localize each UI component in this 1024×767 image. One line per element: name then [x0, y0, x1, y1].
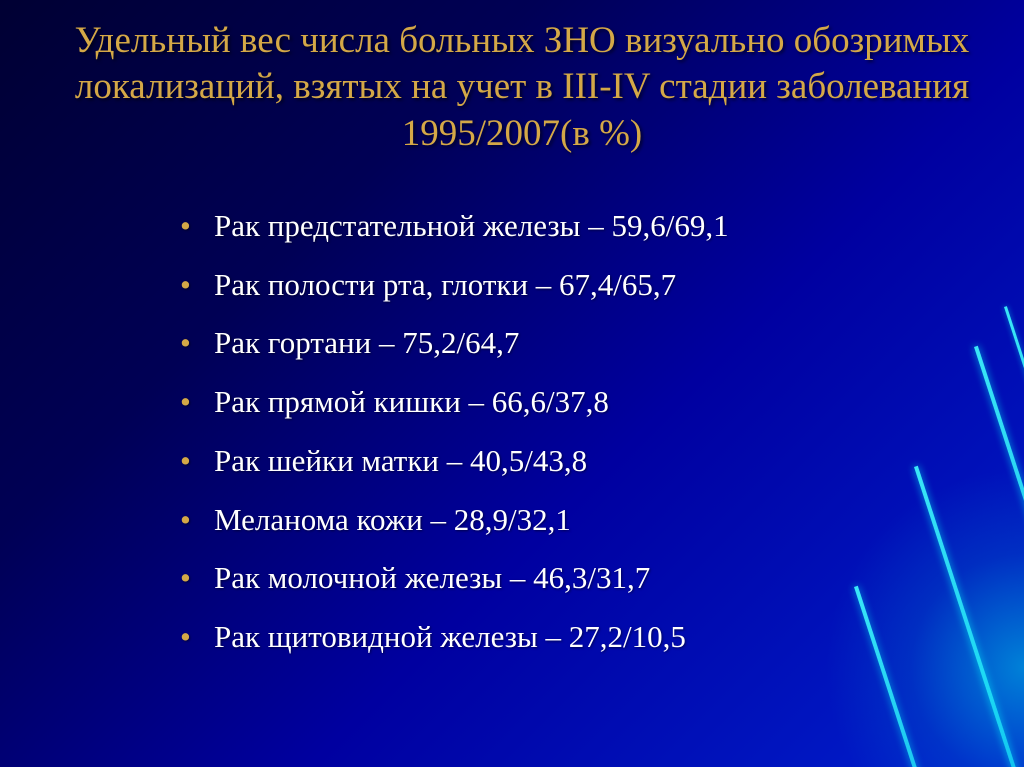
list-item: Рак шейки матки – 40,5/43,8: [180, 442, 984, 481]
list-item: Рак прямой кишки – 66,6/37,8: [180, 383, 984, 422]
list-item: Рак гортани – 75,2/64,7: [180, 324, 984, 363]
list-item: Рак щитовидной железы – 27,2/10,5: [180, 618, 984, 657]
slide: Удельный вес числа больных ЗНО визуально…: [0, 0, 1024, 767]
list-item: Рак полости рта, глотки – 67,4/65,7: [180, 266, 984, 305]
bullet-list: Рак предстательной железы – 59,6/69,1 Ра…: [180, 207, 984, 657]
slide-title: Удельный вес числа больных ЗНО визуально…: [62, 18, 982, 157]
list-item: Рак предстательной железы – 59,6/69,1: [180, 207, 984, 246]
list-item: Меланома кожи – 28,9/32,1: [180, 501, 984, 540]
list-item: Рак молочной железы – 46,3/31,7: [180, 559, 984, 598]
